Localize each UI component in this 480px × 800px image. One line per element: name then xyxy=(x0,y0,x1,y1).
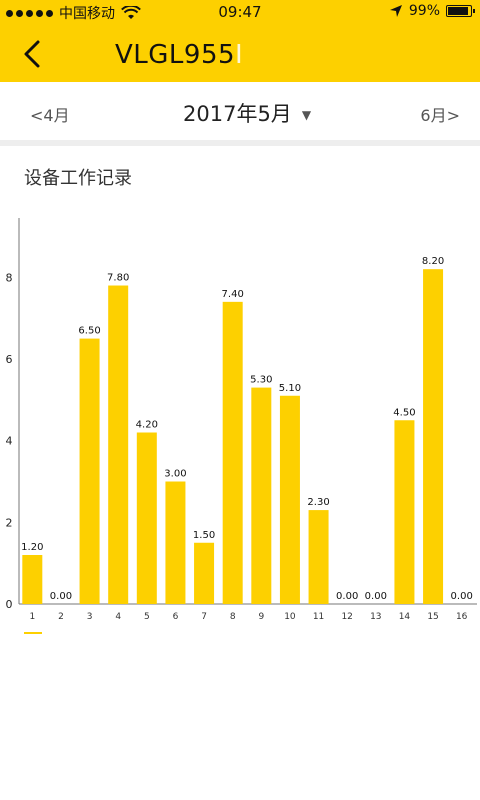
bar-chart: 0 2 4 6 8 1.20 1 0.00 2 6.50 3 7.80 4 4.20 5 3.00 6 1.50 7… xyxy=(6,218,477,634)
bar-value-label: 0.00 xyxy=(336,591,358,602)
bar-value-label: 7.80 xyxy=(107,273,129,284)
bar-5 xyxy=(136,432,157,604)
wifi-icon xyxy=(121,6,141,19)
bar-10 xyxy=(279,395,300,604)
prev-month-label: 4月 xyxy=(43,106,70,125)
app-header: 中国移动 09:47 99% VLGL955I xyxy=(0,0,480,82)
next-month-button[interactable]: 6月> xyxy=(420,102,460,126)
bar-value-label: 2.30 xyxy=(307,497,329,508)
bar-value-label: 5.10 xyxy=(279,383,301,394)
bar-value-label: 1.20 xyxy=(21,542,43,553)
x-tick-label: 11 xyxy=(313,612,324,622)
triangle-down-icon: ▼ xyxy=(301,108,312,122)
bar-value-label: 5.30 xyxy=(250,375,272,386)
page-title-main: VLGL955 xyxy=(115,40,236,70)
status-time: 09:47 xyxy=(218,3,262,21)
x-tick-label: 13 xyxy=(370,612,381,622)
bar-4 xyxy=(108,285,129,604)
section-title: 设备工作记录 xyxy=(24,168,132,189)
status-bar: 中国移动 09:47 99% xyxy=(0,0,480,24)
x-tick-label: 2 xyxy=(58,612,64,622)
x-tick-label: 16 xyxy=(456,612,468,622)
x-tick-label: 4 xyxy=(115,612,121,622)
x-tick-label: 3 xyxy=(87,612,93,622)
x-tick-label: 6 xyxy=(173,612,179,622)
month-navigator: <4月 2017年5月 ▼ 6月> xyxy=(0,82,480,140)
bar-value-label: 8.20 xyxy=(422,256,444,267)
bar-value-label: 0.00 xyxy=(50,591,72,602)
y-tick-label: 6 xyxy=(6,353,13,366)
x-tick-label: 14 xyxy=(399,612,411,622)
location-arrow-icon xyxy=(389,5,402,17)
bar-9 xyxy=(251,387,272,604)
y-tick-label: 8 xyxy=(6,271,13,284)
x-tick-label: 12 xyxy=(341,612,352,622)
bar-value-label: 7.40 xyxy=(222,289,244,300)
prev-month-button[interactable]: <4月 xyxy=(30,102,70,126)
x-tick-label: 15 xyxy=(427,612,438,622)
bar-14 xyxy=(394,420,415,604)
month-selector[interactable]: 2017年5月 ▼ xyxy=(183,98,311,128)
bar-1 xyxy=(22,555,43,604)
back-button[interactable] xyxy=(14,36,54,72)
bar-3 xyxy=(79,338,100,604)
chevron-left-small-icon: < xyxy=(30,106,44,125)
bar-value-label: 4.50 xyxy=(393,407,415,418)
x-tick-label: 8 xyxy=(230,612,236,622)
x-tick-label: 9 xyxy=(258,612,264,622)
signal-strength-icon xyxy=(6,9,53,17)
x-tick-label: 1 xyxy=(29,612,35,622)
bar-value-label: 1.50 xyxy=(193,530,215,541)
bar-6 xyxy=(165,481,186,604)
bar-value-label: 0.00 xyxy=(365,591,387,602)
x-tick-label: 7 xyxy=(201,612,207,622)
current-month-label: 2017年5月 xyxy=(183,102,292,126)
bar-value-label: 6.50 xyxy=(78,326,100,337)
legend-swatch xyxy=(24,632,42,634)
section-divider xyxy=(0,140,480,146)
battery-percent: 99% xyxy=(408,3,440,19)
carrier-label: 中国移动 xyxy=(59,6,115,22)
bar-value-label: 4.20 xyxy=(136,420,158,431)
x-tick-label: 10 xyxy=(284,612,296,622)
y-tick-label: 4 xyxy=(6,435,13,448)
bar-value-label: 3.00 xyxy=(164,469,186,480)
bar-11 xyxy=(308,510,329,604)
y-tick-label: 2 xyxy=(6,516,13,529)
bar-value-label: 0.00 xyxy=(451,591,473,602)
battery-icon xyxy=(446,5,475,17)
chevron-right-small-icon: > xyxy=(446,106,460,125)
bar-8 xyxy=(222,301,243,604)
work-record-chart: 0 2 4 6 8 1.20 1 0.00 2 6.50 3 7.80 4 4.20 5 3.00 6 1.50 7… xyxy=(0,200,480,660)
page-title-faded: I xyxy=(235,40,244,70)
chevron-left-icon xyxy=(24,40,40,68)
x-tick-label: 5 xyxy=(144,612,150,622)
bar-7 xyxy=(194,542,215,604)
y-tick-label: 0 xyxy=(6,598,13,611)
page-title: VLGL955I xyxy=(115,40,243,70)
bar-15 xyxy=(423,269,444,604)
next-month-label: 6月 xyxy=(420,106,447,125)
